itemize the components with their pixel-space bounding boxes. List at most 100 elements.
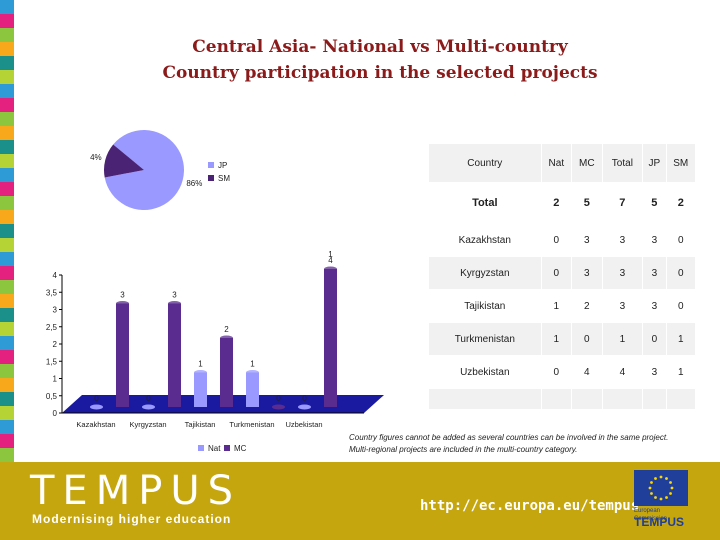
table-cell: 3 [642, 355, 667, 389]
table-cell: Total [428, 182, 542, 224]
bar-data-label: 4 [328, 256, 333, 265]
table-header-cell: MC [571, 143, 603, 183]
table-cell: 2 [665, 182, 696, 224]
eu-star [669, 481, 672, 484]
bar [220, 338, 233, 407]
pie-legend-label: JP [218, 161, 227, 170]
bar-cap [116, 301, 129, 306]
footer-band [0, 462, 720, 540]
eu-commission-label: European Commission [634, 508, 668, 522]
table-cell: 3 [601, 256, 644, 290]
table-row: Turkmenistan 1 0 1 0 1 [428, 322, 696, 356]
y-tick-label: 0,5 [46, 392, 58, 401]
bar [168, 303, 181, 407]
footnote-line: Multi-regional projects are included in … [349, 445, 578, 454]
eu-star [665, 496, 668, 499]
table-cell: 1 [540, 289, 573, 323]
table-cell: 5 [571, 182, 603, 224]
bar-cap [194, 370, 207, 375]
eu-star [650, 492, 653, 495]
table-cell [571, 388, 603, 410]
table-cell: 0 [540, 256, 573, 290]
tempus-tagline: Modernising higher education [32, 512, 232, 526]
y-tick-label: 3 [53, 306, 58, 315]
table-cell: 3 [571, 256, 603, 290]
bar-cap [324, 266, 337, 272]
eu-star [670, 486, 674, 490]
bar-data-label: 0 [94, 394, 99, 403]
table-cell [601, 388, 644, 410]
table-header-cell: JP [642, 143, 667, 183]
pie-legend-swatch [208, 175, 214, 181]
table-header-row: Country Nat MC Total JP SM [428, 143, 696, 183]
table-cell: 3 [571, 223, 603, 257]
pie-slice-label: 86% [186, 179, 202, 188]
table-cell: 0 [540, 223, 573, 257]
table-cell: Tajikistan [428, 289, 542, 323]
bar-data-label: 0 [276, 394, 281, 403]
bar-data-label: 0 [146, 394, 151, 403]
table-cell: 3 [642, 256, 667, 290]
y-tick-label: 2,5 [46, 323, 58, 332]
bar-legend-label: Nat [208, 444, 221, 453]
bar-cap [220, 335, 233, 341]
bar-data-label: 0 [302, 394, 307, 403]
slide-subtitle: Country participation in the selected pr… [162, 63, 598, 83]
table-cell: 1 [665, 322, 696, 356]
pie-slice [104, 144, 144, 178]
table-cell: 2 [540, 182, 573, 224]
table-cell: 1 [540, 322, 573, 356]
website-link[interactable]: http://ec.europa.eu/tempus [420, 498, 640, 514]
bar-data-label: 1 [250, 360, 255, 369]
bar-cap [272, 404, 285, 410]
bar [246, 372, 259, 407]
pie-slice [104, 130, 184, 210]
y-tick-label: 0 [53, 409, 58, 418]
bar-data-label: 3 [172, 291, 177, 300]
table-cell: 1 [665, 355, 696, 389]
table-header-cell: Country [428, 143, 542, 183]
eu-star [659, 497, 663, 501]
footnote: Country figures cannot be added as sever… [349, 432, 719, 456]
table-cell: 3 [601, 289, 644, 323]
table-cell [665, 388, 696, 410]
bar-legend-swatch [224, 445, 230, 451]
table-cell: 5 [642, 182, 667, 224]
pie-legend-label: SM [218, 174, 230, 183]
slide-title: Central Asia- National vs Multi-country [192, 37, 568, 57]
bar-cap [168, 301, 181, 306]
table-header-cell: Nat [540, 143, 573, 183]
eu-tempus-label: TEMPUS [634, 515, 685, 529]
table-cell: 7 [601, 182, 644, 224]
bar-cap [142, 404, 155, 410]
bar-cap [90, 404, 103, 410]
bar [324, 269, 337, 407]
table-cell: 1 [601, 322, 644, 356]
table-blank-row [428, 388, 696, 410]
y-tick-label: 3,5 [46, 288, 58, 297]
table-cell: Turkmenistan [428, 322, 542, 356]
table-cell: 3 [642, 223, 667, 257]
bar-top-label: 1 [328, 250, 333, 259]
eu-star [650, 481, 653, 484]
x-category-label: Tajikistan [185, 420, 216, 429]
eu-star [648, 486, 652, 490]
y-tick-label: 1,5 [46, 357, 58, 366]
table-cell: 2 [571, 289, 603, 323]
table-row: Uzbekistan 0 4 4 3 1 [428, 355, 696, 389]
table-header-cell: Total [601, 143, 644, 183]
country-participation-table: Country Nat MC Total JP SM Total 2 5 7 5… [428, 143, 696, 410]
x-category-label: Turkmenistan [229, 420, 274, 429]
eu-flag-icon [634, 470, 688, 506]
table-cell: 0 [665, 289, 696, 323]
eu-star [669, 492, 672, 495]
bar-cap [298, 404, 311, 410]
table-cell [428, 388, 542, 410]
x-category-label: Kazakhstan [76, 420, 115, 429]
table-cell [540, 388, 573, 410]
table-total-row: Total 2 5 7 5 2 [428, 182, 696, 224]
bar-cap [246, 370, 259, 375]
eu-star [665, 477, 668, 480]
table-cell: 0 [642, 322, 667, 356]
